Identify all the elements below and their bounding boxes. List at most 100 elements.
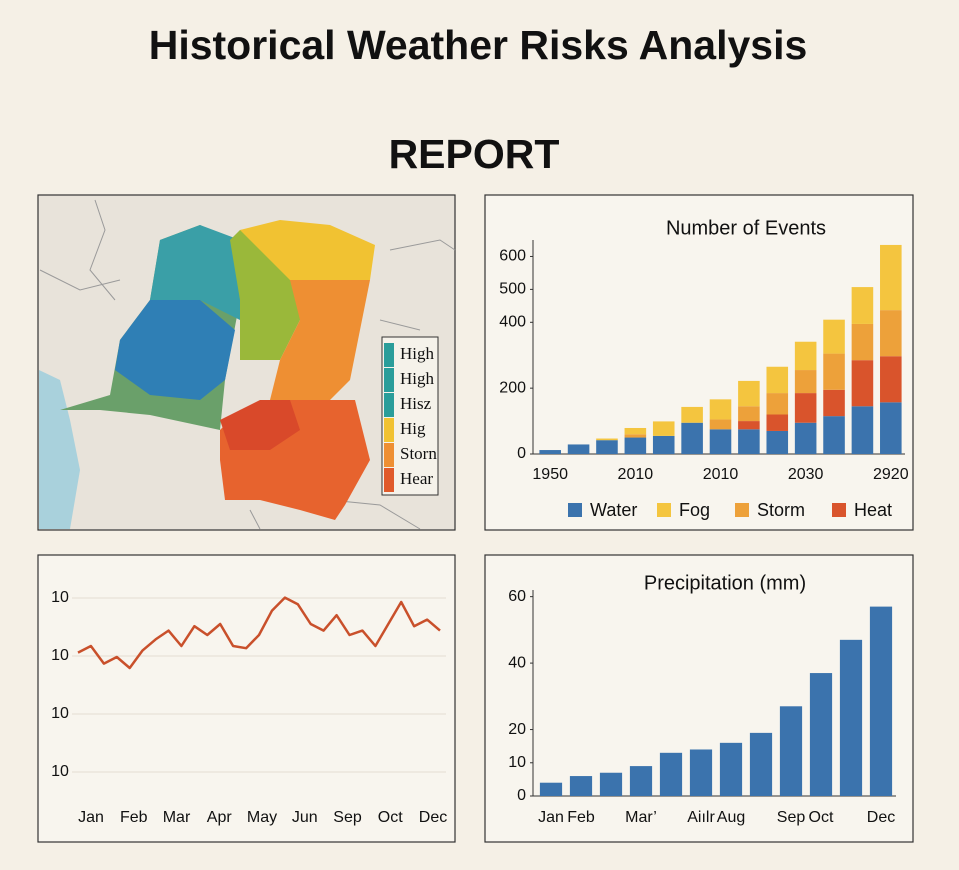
map-legend-swatch [384, 343, 394, 367]
y-tick-label: 10 [51, 647, 69, 664]
bar-segment [681, 422, 703, 454]
bar [839, 639, 863, 796]
bar-segment [766, 414, 789, 431]
bar-segment [880, 244, 902, 311]
y-tick-label: 500 [499, 281, 526, 298]
map-legend-label: High [400, 344, 435, 363]
x-tick-label: Sep [333, 809, 362, 826]
legend-label: Fog [679, 500, 710, 520]
bar-segment [851, 406, 874, 454]
bar [779, 706, 803, 796]
region-core [115, 300, 235, 400]
bar-segment [851, 360, 874, 407]
bar-segment [596, 440, 618, 454]
bar-segment [794, 370, 817, 394]
bar [809, 673, 833, 796]
bar-segment [652, 435, 675, 454]
map-legend-swatch [384, 393, 394, 417]
legend-label: Storm [757, 500, 805, 520]
x-tick-label: Aug [717, 809, 745, 826]
sea [39, 370, 80, 529]
map-legend-swatch [384, 418, 394, 442]
line-series [77, 596, 441, 670]
borders [39, 199, 456, 530]
y-tick-label: 10 [51, 763, 69, 780]
bar [719, 742, 743, 796]
page-title: Historical Weather Risks Analysis [149, 22, 808, 68]
x-tick-label: Jan [78, 809, 104, 826]
map-legend-label: High [400, 369, 435, 388]
bar-segment [567, 444, 590, 454]
x-tick-label: 2010 [703, 466, 739, 483]
x-tick-label: Sep [777, 809, 806, 826]
bar-segment [624, 437, 647, 454]
bar-segment [880, 356, 902, 403]
x-tick-label: Mar’ [625, 809, 657, 826]
bar-segment [738, 380, 760, 407]
map-legend-label: Hisz [400, 394, 432, 413]
y-tick-label: 0 [517, 787, 526, 804]
bar [749, 732, 773, 796]
x-tick-label: Apr [207, 809, 233, 826]
bar-segment [880, 310, 902, 357]
map-legend-swatch [384, 368, 394, 392]
x-tick-label: Jun [292, 809, 318, 826]
bar-segment [766, 393, 789, 415]
y-tick-label: 10 [51, 705, 69, 722]
x-tick-label: Oct [378, 809, 403, 826]
region-orange [270, 280, 370, 400]
x-tick-label: Feb [567, 809, 595, 826]
chart-title: Precipitation (mm) [644, 572, 806, 594]
region-yellow [240, 220, 375, 290]
x-tick-label: 2010 [618, 466, 654, 483]
bar [539, 782, 563, 796]
map-legend-label: Hear [400, 469, 433, 488]
bar-segment [823, 319, 845, 354]
map-legend-label: Hig [400, 419, 426, 438]
map-legend-swatch [384, 443, 394, 467]
bar-segment [851, 287, 874, 324]
y-tick-label: 60 [508, 588, 526, 605]
legend-swatch [735, 503, 749, 517]
bar-segment [823, 389, 845, 417]
bar-segment [596, 438, 618, 441]
bar-segment [794, 422, 817, 454]
bar-segment [624, 434, 647, 438]
bar-segment [794, 341, 817, 371]
bar [659, 752, 683, 796]
bar-segment [709, 419, 732, 430]
bar [629, 766, 653, 796]
x-tick-label: Oct [809, 809, 834, 826]
map-panel: High High Hisz Hig Storn Hear [37, 194, 456, 531]
map-legend: High High Hisz Hig Storn Hear [384, 343, 437, 492]
bar-segment [823, 416, 845, 454]
chart-title: Number of Events [666, 217, 826, 239]
bar [599, 772, 623, 796]
y-tick-label: 600 [499, 248, 526, 265]
legend-swatch [832, 503, 846, 517]
bar-segment [851, 323, 874, 361]
x-tick-label: May [247, 809, 277, 826]
map-legend-label: Storn [400, 444, 437, 463]
page-subtitle: REPORT [389, 131, 560, 177]
bar-segment [738, 421, 760, 430]
x-tick-label: Dec [867, 809, 895, 826]
y-tick-label: 10 [508, 754, 526, 771]
bar-segment [709, 429, 732, 454]
bar-segment [880, 402, 902, 454]
legend-swatch [657, 503, 671, 517]
panel-line [37, 554, 456, 843]
y-tick-label: 10 [51, 589, 69, 606]
x-tick-label: 1950 [532, 466, 568, 483]
bar [689, 749, 713, 796]
x-tick-label: Aiılr [687, 809, 715, 826]
bar-segment [652, 421, 675, 436]
y-tick-label: 400 [499, 314, 526, 331]
x-tick-label: Jan [538, 809, 564, 826]
bar-segment [823, 353, 845, 390]
x-tick-label: 2030 [788, 466, 824, 483]
map-legend-swatch [384, 468, 394, 492]
y-tick-label: 20 [508, 721, 526, 738]
legend-label: Heat [854, 500, 892, 520]
